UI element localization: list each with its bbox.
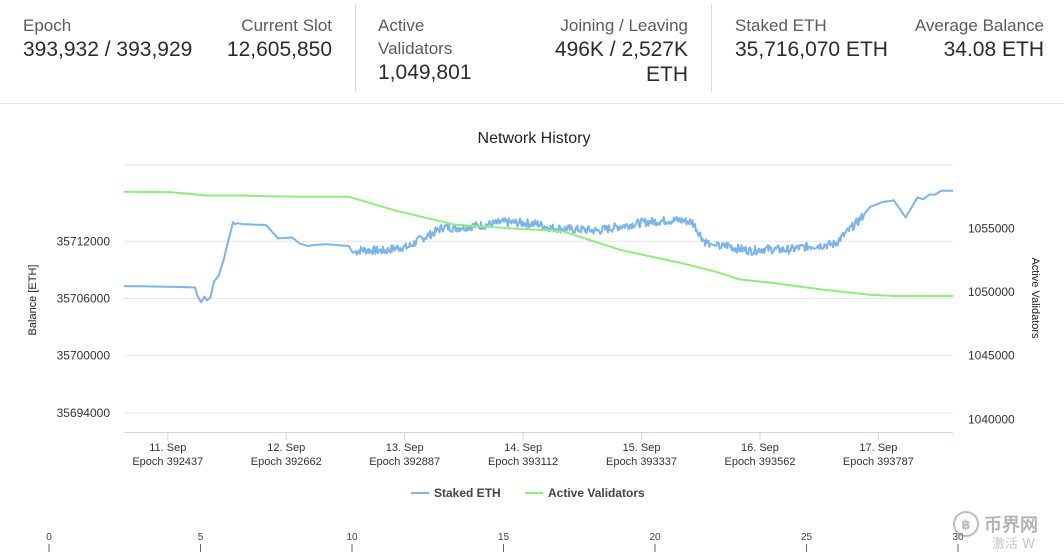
x-tick-label: 13. Sep (386, 442, 424, 454)
current-slot-value: 12,605,850 (226, 38, 332, 61)
stats-divider (355, 4, 356, 92)
left-tick-label: 35706000 (57, 292, 111, 306)
x-tick-sublabel: Epoch 393787 (843, 456, 914, 468)
bottom-scale-label: 30 (952, 532, 964, 543)
x-tick-sublabel: Epoch 392437 (132, 456, 203, 468)
right-tick-label: 1050000 (968, 285, 1015, 299)
bottom-scale-label: 15 (498, 532, 510, 543)
right-tick-label: 1040000 (968, 412, 1015, 426)
coin-icon-glyph: ฿ (961, 518, 970, 533)
stat-epoch: Epoch 393,932 / 393,929 (23, 14, 192, 62)
x-tick-sublabel: Epoch 393112 (488, 456, 558, 468)
series-line-staked-eth (123, 189, 954, 304)
bottom-scale-label: 25 (801, 532, 813, 543)
joining-leaving-value-line2: ETH (646, 63, 688, 86)
stat-average-balance: Average Balance 34.08 ETH (915, 14, 1044, 62)
left-tick-label: 35694000 (57, 406, 111, 420)
x-tick-sublabel: Epoch 393562 (724, 456, 795, 468)
stats-divider (711, 4, 712, 92)
active-validators-label-line2: Validators (378, 39, 453, 58)
stat-staked-eth: Staked ETH 35,716,070 ETH (735, 14, 888, 62)
epoch-label: Epoch (23, 16, 72, 35)
joining-leaving-label: Joining / Leaving (560, 16, 688, 35)
gridlines (124, 164, 953, 414)
x-tick-label: 11. Sep (149, 442, 186, 454)
left-axis-ticks: 35694000 35700000 35706000 35712000 (57, 234, 111, 420)
left-tick-label: 35700000 (57, 349, 111, 363)
average-balance-label: Average Balance (914, 16, 1044, 35)
right-axis-ticks: 1040000 1045000 1050000 1055000 (968, 222, 1015, 427)
x-tick-sublabel: Epoch 392887 (369, 456, 440, 468)
legend-label-active-validators: Active Validators (548, 486, 645, 500)
bottom-scale: 0 5 10 15 20 25 30 (46, 532, 964, 552)
active-validators-label-line1: Active (378, 16, 425, 35)
right-axis-title: Active Validators (1029, 257, 1041, 339)
watermark-text: 币界网 (984, 515, 1038, 536)
right-tick-label: 1055000 (968, 222, 1015, 236)
bottom-scale-label: 0 (46, 532, 52, 543)
x-tick-label: 17. Sep (859, 442, 897, 454)
legend-item-active-validators[interactable]: Active Validators (525, 486, 645, 500)
series-lines (123, 189, 954, 304)
current-slot-label: Current Slot (241, 16, 332, 35)
x-axis: 11. Sep Epoch 392437 12. Sep Epoch 392662 13… (124, 432, 953, 468)
stat-active-validators: Active Validators 1,049,801 (378, 14, 471, 85)
average-balance-value: 34.08 ETH (943, 38, 1044, 61)
left-tick-label: 35712000 (57, 234, 111, 248)
staked-eth-label: Staked ETH (735, 16, 827, 35)
bottom-scale-label: 10 (346, 532, 358, 543)
x-tick-label: 16. Sep (741, 442, 779, 454)
x-tick-sublabel: Epoch 392662 (251, 456, 322, 468)
bottom-scale-label: 20 (649, 532, 661, 543)
active-validators-value: 1,049,801 (378, 61, 472, 84)
chart-title: Network History (478, 130, 591, 147)
right-tick-label: 1045000 (968, 349, 1015, 363)
joining-leaving-value-line1: 496K / 2,527K (554, 38, 688, 61)
x-tick-sublabel: Epoch 393337 (606, 456, 677, 468)
watermark-subtext: 激活 W (992, 537, 1035, 550)
stat-current-slot: Current Slot 12,605,850 (227, 14, 332, 62)
legend-item-staked-eth[interactable]: Staked ETH (411, 486, 501, 500)
epoch-value: 393,932 / 393,929 (23, 38, 193, 61)
x-tick-label: 12. Sep (267, 442, 305, 454)
series-line-active-validators (123, 190, 953, 297)
x-tick-label: 15. Sep (623, 442, 661, 454)
left-axis-title: Balance [ETH] (27, 265, 39, 336)
legend-label-staked-eth: Staked ETH (434, 486, 501, 500)
staked-eth-value: 35,716,070 ETH (735, 38, 888, 61)
bottom-scale-label: 5 (198, 532, 204, 543)
x-tick-label: 14. Sep (504, 442, 542, 454)
coin-icon (953, 511, 979, 537)
chart-legend[interactable]: Staked ETH Active Validators (411, 486, 645, 500)
stat-joining-leaving: Joining / Leaving 496K / 2,527K ETH (555, 14, 688, 87)
network-stats-bar: Epoch 393,932 / 393,929 Current Slot 12,… (0, 0, 1064, 104)
watermark-logo: ฿ 币界网 激活 W (953, 511, 1038, 550)
